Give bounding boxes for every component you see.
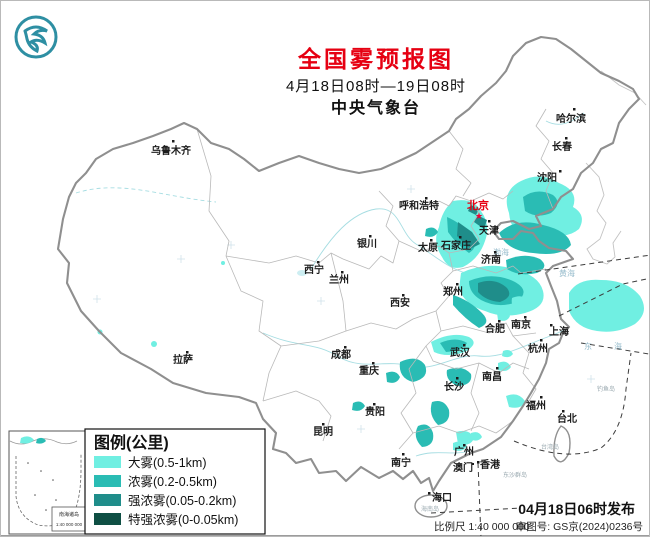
city-label-lanzhou: 兰州	[329, 273, 349, 286]
city-label-guangzhou: 广州	[454, 445, 474, 458]
city-label-jinan: 济南	[481, 253, 501, 266]
sea-label-hainandao: 海南岛	[421, 505, 439, 513]
maritime-dashed-lines	[430, 254, 649, 536]
city-label-beijing: 北京	[467, 198, 489, 212]
fog-patch	[506, 394, 525, 408]
fog-patch	[221, 261, 225, 265]
city-label-harbin: 哈尔滨	[556, 112, 586, 125]
city-label-kunming: 昆明	[313, 426, 333, 438]
scale-text: 比例尺 1:40 000 000	[434, 520, 530, 533]
fog-patch	[453, 441, 467, 451]
legend-item-label: 浓雾(0.2-0.5km)	[128, 475, 217, 489]
legend-box: 图例(公里) 大雾(0.5-1km) 浓雾(0.2-0.5km) 强浓雾(0.0…	[84, 428, 266, 535]
page-subtitle: 4月18日08时—19日08时	[286, 78, 466, 95]
fog-patch	[478, 280, 510, 302]
fog-patch	[511, 296, 531, 313]
city-label-taiyuan: 太原	[417, 241, 438, 254]
inset-scale: 1:40 000 000	[56, 522, 83, 527]
fog-patch	[497, 311, 510, 321]
fog-patch	[440, 339, 467, 352]
city-label-yinchuan: 银川	[357, 237, 377, 250]
fog-patch	[415, 424, 434, 447]
city-label-nanchang: 南昌	[482, 370, 502, 383]
sea-labels: 渤海 黄海 东海 台湾岛 钓鱼岛 东沙群岛 海南岛	[421, 247, 644, 513]
legend-swatch-nongwu	[94, 475, 121, 487]
legend-item-label: 特强浓雾(0-0.05km)	[128, 512, 238, 527]
city-labels: 乌鲁木齐 哈尔滨 长春 沈阳 呼和浩特 ★ 北京 天津 石家庄 太原 银川 西宁…	[151, 108, 586, 504]
fog-patch	[502, 350, 513, 358]
city-label-guiyang: 贵阳	[365, 405, 385, 418]
fog-patch	[456, 430, 474, 445]
national-border	[56, 35, 641, 518]
fog-patch	[352, 401, 365, 411]
fog-patch	[430, 401, 450, 425]
city-label-taipei: 台北	[557, 412, 577, 425]
fog-patch	[453, 295, 487, 328]
city-label-changsha: 长沙	[444, 380, 464, 393]
city-label-xian: 西安	[390, 296, 410, 309]
province-borders	[196, 108, 554, 450]
legend-item-label: 强浓雾(0.05-0.2km)	[128, 494, 236, 508]
city-label-lhasa: 拉萨	[173, 353, 193, 366]
city-label-hongkong: 香港	[480, 458, 501, 471]
city-label-macau: 澳门	[453, 461, 473, 474]
inset-label: 南海诸岛	[59, 511, 79, 518]
map-footer: 04月18日06时发布 比例尺 1:40 000 000 审图号: GS京(20…	[434, 501, 643, 533]
fog-patch	[498, 361, 511, 371]
fog-patch	[399, 358, 427, 382]
city-label-hohhot: 呼和浩特	[399, 199, 439, 212]
fog-patch	[470, 432, 482, 441]
city-label-hangzhou: 杭州	[528, 342, 548, 355]
legend-swatch-daw	[94, 456, 121, 468]
agency-label: 中央气象台	[331, 98, 421, 117]
city-label-wuhan: 武汉	[450, 346, 471, 359]
sea-label-diaoyudao: 钓鱼岛	[597, 385, 615, 393]
sea-label-taiwandao: 台湾岛	[541, 443, 559, 451]
city-label-chengdu: 成都	[331, 348, 351, 361]
city-label-tianjin: 天津	[479, 224, 499, 237]
fog-patch	[499, 222, 571, 254]
city-label-shijiazhuang: 石家庄	[440, 239, 471, 252]
legend-swatch-qiangnongwu	[94, 494, 121, 506]
fog-patch	[474, 215, 487, 229]
legend-swatch-teqiangnongwu	[94, 513, 121, 525]
map-header: 全国雾预报图 4月18日08时—19日08时 中央气象台	[286, 46, 466, 117]
sea-label-bohai: 渤海	[493, 247, 509, 257]
fog-patch	[446, 367, 472, 386]
city-label-fuzhou: 福州	[525, 399, 546, 412]
legend-title: 图例(公里)	[94, 433, 169, 452]
approval-number: 审图号: GS京(2024)0236号	[516, 520, 643, 533]
city-label-changchun: 长春	[552, 140, 572, 153]
city-label-nanjing: 南京	[511, 318, 531, 331]
sea-label-donghai: 东海	[584, 341, 644, 351]
sea-label-huanghai: 黄海	[559, 268, 575, 278]
fog-patch	[569, 279, 644, 332]
publish-time: 04月18日06时发布	[518, 501, 635, 517]
graticule-marks	[93, 185, 595, 433]
city-label-chongqing: 重庆	[359, 364, 379, 377]
fog-patch	[151, 341, 157, 347]
south-china-sea-inset: 南海诸岛 1:40 000 000	[8, 430, 90, 535]
city-label-nanning: 南宁	[391, 456, 411, 469]
city-label-zhengzhou: 郑州	[443, 285, 463, 298]
city-label-urumqi: 乌鲁木齐	[151, 144, 192, 157]
page-title: 全国雾预报图	[297, 46, 454, 72]
capital-star-icon: ★	[475, 211, 483, 221]
fog-patch	[386, 371, 400, 383]
cma-logo-icon	[14, 15, 58, 59]
city-label-haikou: 海口	[432, 491, 452, 504]
fog-patch	[457, 222, 480, 249]
city-label-shanghai: 上海	[549, 325, 569, 338]
city-label-shenyang: 沈阳	[537, 171, 557, 184]
fog-patch	[425, 227, 438, 237]
city-label-hefei: 合肥	[484, 322, 505, 335]
fog-patch	[506, 255, 545, 275]
legend-item-label: 大雾(0.5-1km)	[128, 456, 206, 470]
city-label-xining: 西宁	[304, 263, 324, 276]
fog-patch	[468, 205, 479, 215]
sea-label-dongsha: 东沙群岛	[503, 471, 527, 479]
